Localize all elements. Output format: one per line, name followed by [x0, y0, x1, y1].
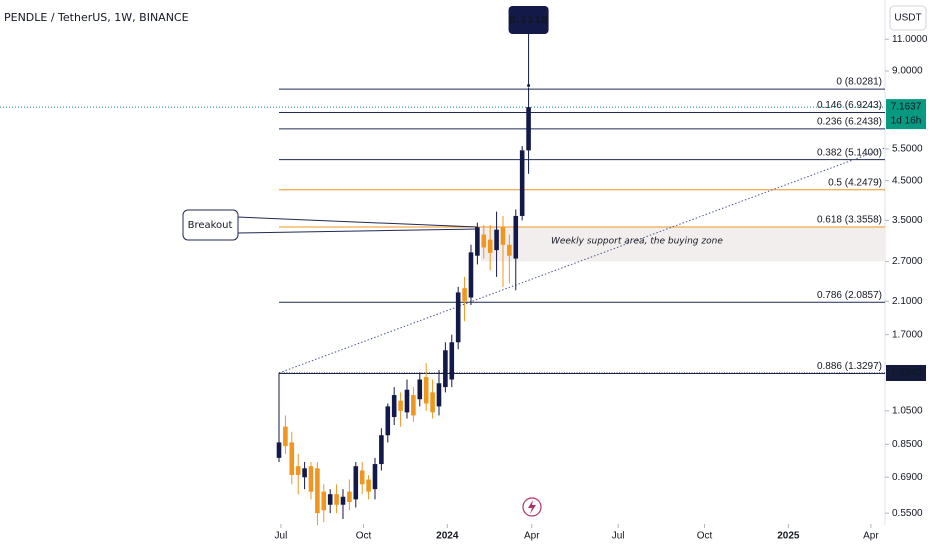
candle-body — [507, 244, 512, 256]
candle-body — [315, 468, 320, 514]
fib-label: 0.886 (1.3297) — [817, 361, 882, 372]
candle-body — [404, 389, 410, 413]
candle-body — [430, 392, 435, 413]
fib-label: 0.236 (6.2438) — [817, 116, 882, 127]
currency: USDT — [894, 13, 921, 24]
y-tick-label: 4.5000 — [892, 175, 923, 186]
current-price-box — [886, 99, 926, 130]
candle-body — [398, 400, 403, 411]
current-price-label: 7.1637 — [891, 102, 922, 113]
candle-body — [347, 491, 352, 503]
callout-dot — [527, 83, 531, 87]
fib-label: 0.146 (6.9243) — [817, 100, 882, 111]
candle-body — [436, 383, 442, 407]
y-tick-label: 11.0000 — [892, 34, 928, 45]
candle-body — [289, 442, 295, 475]
y-tick-label: 5.5000 — [892, 144, 923, 155]
candle-body — [366, 479, 371, 492]
fib-label: 0.382 (5.1400) — [817, 147, 882, 158]
price-line-box — [886, 364, 926, 381]
candle-body — [462, 288, 467, 302]
candle-body — [308, 466, 314, 492]
candle-body — [519, 150, 525, 216]
candle-body — [500, 227, 506, 245]
breakout-arrow — [236, 216, 478, 228]
candle-body — [283, 426, 288, 447]
fib-label: 0 (8.0281) — [836, 77, 882, 88]
candle-body — [334, 494, 339, 505]
y-tick-label: 2.1000 — [892, 296, 923, 307]
x-tick-label: 2024 — [436, 531, 459, 542]
y-tick-label: 0.6900 — [892, 472, 923, 483]
support-zone — [480, 227, 885, 262]
y-tick-label: 0.5500 — [892, 508, 923, 519]
candle-body — [295, 466, 301, 475]
candle-body — [359, 470, 365, 485]
candle-body — [340, 496, 346, 505]
fib-label: 0.786 (2.0857) — [817, 290, 882, 301]
zone-label: Weekly support area, the buying zone — [551, 237, 723, 247]
x-tick-label: Oct — [356, 531, 372, 542]
annotation: Breakout — [188, 220, 233, 231]
y-tick-label: 9.0000 — [892, 66, 923, 77]
fib-label: 0.5 (4.2479) — [828, 177, 882, 188]
candle-body — [379, 435, 384, 465]
x-tick-label: Apr — [524, 531, 540, 542]
candle-body — [321, 491, 327, 511]
candle-body — [468, 252, 474, 298]
candle-body — [443, 350, 448, 388]
countdown: 1d 16h — [891, 116, 922, 127]
candle-body — [449, 342, 455, 380]
candle-body — [385, 406, 391, 436]
candle-body — [475, 227, 480, 256]
candle-body — [391, 395, 397, 417]
y-tick-label: 1.7000 — [892, 329, 923, 340]
candle-body — [494, 229, 499, 251]
x-tick-label: Oct — [697, 531, 713, 542]
candle-body — [423, 377, 429, 404]
annotation-box — [182, 209, 239, 241]
price-line-label: 1.3340 — [891, 368, 922, 379]
x-tick-label: Jul — [275, 531, 288, 542]
candle-body — [372, 464, 378, 490]
candle-body — [481, 234, 487, 248]
y-tick-label: 0.8500 — [892, 439, 923, 450]
fib-label: 0.618 (3.3558) — [817, 215, 882, 226]
candle-body — [513, 215, 519, 259]
event-bolt — [528, 500, 536, 514]
candle-body — [417, 379, 423, 400]
x-tick-label: 2025 — [777, 531, 800, 542]
candle-body — [526, 107, 531, 151]
event-icon[interactable] — [522, 497, 542, 517]
candle-body — [327, 494, 333, 505]
breakout-arrow — [236, 228, 478, 234]
trend-line — [278, 147, 886, 374]
chart-title: PENDLE / TetherUS, 1W, BINANCE — [4, 11, 189, 24]
y-tick-label: 3.5000 — [892, 215, 923, 226]
currency-box[interactable] — [889, 5, 927, 31]
candle-body — [487, 239, 493, 253]
candle-body — [302, 468, 307, 478]
candle-body — [411, 395, 416, 416]
callout-box — [508, 6, 549, 34]
x-tick-label: Jul — [612, 531, 625, 542]
candle-body — [276, 442, 282, 458]
y-tick-label: 1.0500 — [892, 405, 923, 416]
y-tick-label: 2.7000 — [892, 256, 923, 267]
candle-body — [455, 292, 461, 343]
candle-body — [353, 466, 359, 500]
callout-label: 8.1118 — [509, 15, 548, 26]
x-tick-label: Apr — [863, 531, 879, 542]
